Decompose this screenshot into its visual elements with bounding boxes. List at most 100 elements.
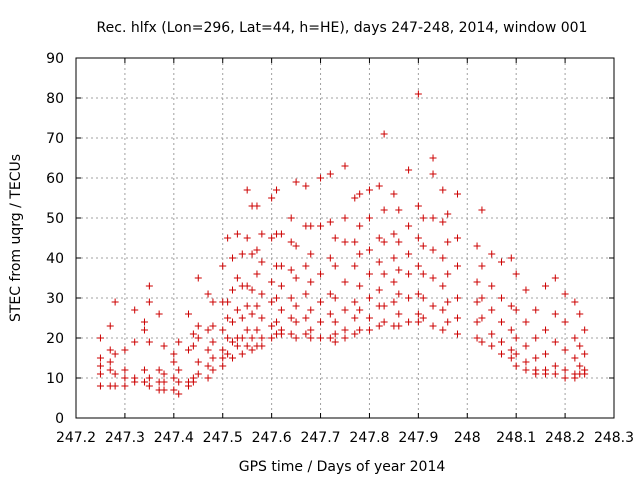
data-point <box>576 342 584 350</box>
data-point <box>184 346 192 354</box>
data-point <box>170 374 178 382</box>
data-point <box>96 370 104 378</box>
data-point <box>375 286 383 294</box>
data-point <box>395 290 403 298</box>
data-point <box>175 338 183 346</box>
data-point <box>390 298 398 306</box>
data-point <box>551 310 559 318</box>
data-point <box>243 282 251 290</box>
data-point <box>331 330 339 338</box>
data-point <box>429 322 437 330</box>
data-point <box>439 218 447 226</box>
data-point <box>356 190 364 198</box>
data-point <box>429 170 437 178</box>
data-point <box>439 186 447 194</box>
data-point <box>273 318 281 326</box>
data-point <box>551 338 559 346</box>
data-point <box>96 354 104 362</box>
x-tick-label: 248.1 <box>496 430 536 446</box>
grid-layer <box>76 58 614 418</box>
data-point <box>326 310 334 318</box>
data-point <box>405 222 413 230</box>
data-point <box>414 318 422 326</box>
data-point <box>351 194 359 202</box>
data-point <box>341 326 349 334</box>
data-point <box>140 366 148 374</box>
data-point <box>532 370 540 378</box>
data-point <box>253 270 261 278</box>
data-point <box>204 290 212 298</box>
data-point <box>414 90 422 98</box>
data-point <box>273 294 281 302</box>
data-point <box>522 286 530 294</box>
data-point <box>292 242 300 250</box>
data-point <box>341 306 349 314</box>
data-point <box>380 238 388 246</box>
data-point <box>488 306 496 314</box>
data-point <box>551 370 559 378</box>
data-point <box>356 326 364 334</box>
data-point <box>131 378 139 386</box>
data-point <box>356 306 364 314</box>
data-point <box>453 262 461 270</box>
y-tick-label: 90 <box>46 51 64 67</box>
data-point <box>229 286 237 294</box>
data-point <box>498 338 506 346</box>
data-point <box>444 270 452 278</box>
data-point <box>507 354 515 362</box>
data-point <box>429 274 437 282</box>
data-point <box>561 318 569 326</box>
data-point <box>317 334 325 342</box>
data-point <box>375 234 383 242</box>
data-point <box>390 190 398 198</box>
data-point <box>414 262 422 270</box>
data-point <box>209 298 217 306</box>
data-point <box>131 306 139 314</box>
data-point <box>277 306 285 314</box>
data-point <box>292 274 300 282</box>
data-point <box>224 298 232 306</box>
data-point <box>453 294 461 302</box>
data-point <box>268 322 276 330</box>
data-point <box>414 234 422 242</box>
y-tick-label: 20 <box>46 331 64 347</box>
data-point <box>111 370 119 378</box>
data-point <box>268 334 276 342</box>
data-point <box>243 234 251 242</box>
data-point <box>209 322 217 330</box>
data-point <box>145 282 153 290</box>
data-point <box>542 282 550 290</box>
data-point <box>106 366 114 374</box>
data-point <box>160 370 168 378</box>
data-point <box>302 290 310 298</box>
data-point <box>317 174 325 182</box>
data-point <box>121 346 129 354</box>
data-point <box>478 338 486 346</box>
data-point <box>478 314 486 322</box>
data-point <box>331 294 339 302</box>
data-point <box>194 334 202 342</box>
data-point <box>439 282 447 290</box>
data-point <box>341 162 349 170</box>
data-point <box>390 230 398 238</box>
data-point <box>331 338 339 346</box>
data-point <box>395 322 403 330</box>
data-point <box>287 314 295 322</box>
data-point <box>341 214 349 222</box>
data-point <box>184 310 192 318</box>
data-point <box>326 290 334 298</box>
data-point <box>478 262 486 270</box>
data-point <box>233 274 241 282</box>
data-point <box>189 330 197 338</box>
data-point <box>439 326 447 334</box>
data-point <box>287 238 295 246</box>
data-point <box>292 334 300 342</box>
data-point <box>243 326 251 334</box>
data-point <box>444 210 452 218</box>
data-point <box>380 206 388 214</box>
data-point <box>307 222 315 230</box>
data-point <box>512 334 520 342</box>
data-point <box>561 290 569 298</box>
data-point <box>571 354 579 362</box>
data-point <box>273 186 281 194</box>
